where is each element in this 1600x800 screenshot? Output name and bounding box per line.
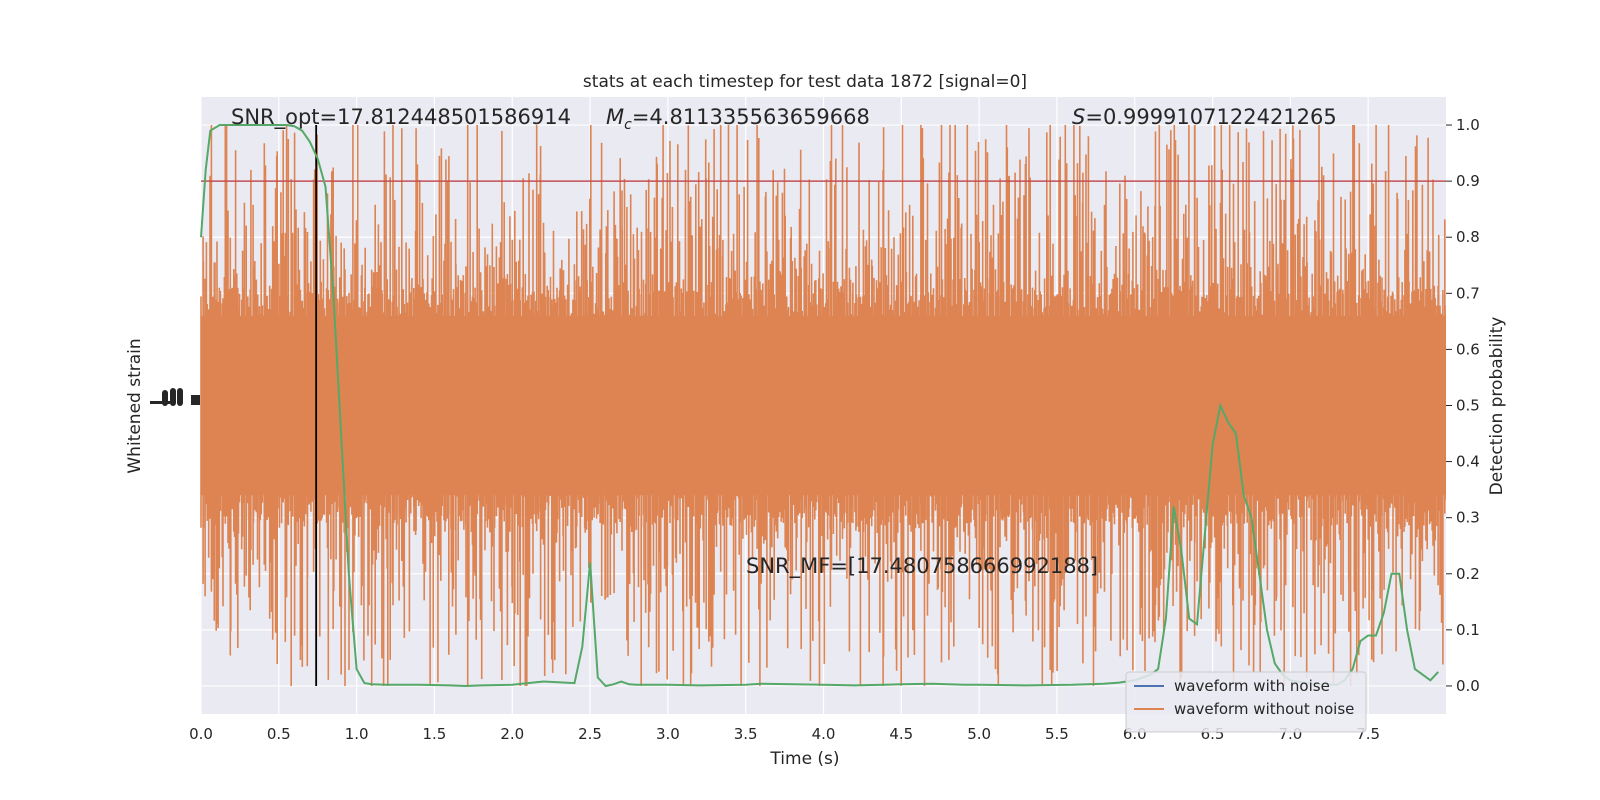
y-tick-label: 0.1 (1456, 621, 1480, 639)
snr-opt-annotation: SNR_opt=17.812448501586914 (231, 105, 571, 130)
y-axis-right-ticks: 0.0 0.1 0.2 0.3 0.4 0.5 0.6 0.7 0.8 0.9 1.0 (1446, 116, 1480, 695)
x-tick-label: 0.0 (189, 725, 213, 743)
y-tick-label: 0.5 (1456, 397, 1480, 415)
legend-label-with-noise: waveform with noise (1174, 677, 1330, 695)
chart-title: stats at each timestep for test data 187… (583, 72, 1027, 92)
left-axis-tick-cluster (150, 388, 200, 406)
y-tick-label: 0.3 (1456, 509, 1480, 527)
x-axis-label: Time (s) (769, 749, 839, 769)
strain-noise-trace (200, 125, 1446, 686)
y-tick-label: 0.2 (1456, 565, 1480, 583)
legend-label-without-noise: waveform without noise (1174, 700, 1354, 718)
x-tick-label: 1.5 (423, 725, 447, 743)
y-tick-label: 0.8 (1456, 228, 1480, 246)
legend-box (1125, 671, 1367, 733)
y-tick-label: 0.9 (1456, 172, 1480, 190)
x-tick-label: 4.0 (812, 725, 836, 743)
y-axis-left-label: Whitened strain (125, 338, 145, 473)
y-tick-label: 0.7 (1456, 284, 1480, 302)
x-tick-label: 1.0 (345, 725, 369, 743)
s-annotation: S=0.9999107122421265 (1072, 105, 1337, 129)
y-axis-right-label: Detection probability (1487, 317, 1507, 496)
x-tick-label: 2.5 (578, 725, 602, 743)
strain-noise-spikes (200, 125, 1446, 686)
x-tick-label: 2.0 (500, 725, 524, 743)
x-tick-label: 0.5 (267, 725, 291, 743)
y-tick-label: 0.6 (1456, 340, 1480, 358)
chirp-mass-annotation: Mc=4.811335563659668 (606, 105, 870, 133)
x-tick-label: 5.5 (1045, 725, 1069, 743)
y-tick-label: 0.4 (1456, 453, 1480, 471)
y-tick-label: 0.0 (1456, 677, 1480, 695)
x-tick-label: 4.5 (889, 725, 913, 743)
y-tick-label: 1.0 (1456, 116, 1480, 134)
x-tick-label: 5.0 (967, 725, 991, 743)
legend: waveform with noise waveform without noi… (1125, 671, 1367, 733)
x-tick-label: 3.5 (734, 725, 758, 743)
x-tick-label: 3.0 (656, 725, 680, 743)
snr-mf-annotation: SNR_MF=[17.480758666992188] (746, 554, 1098, 579)
